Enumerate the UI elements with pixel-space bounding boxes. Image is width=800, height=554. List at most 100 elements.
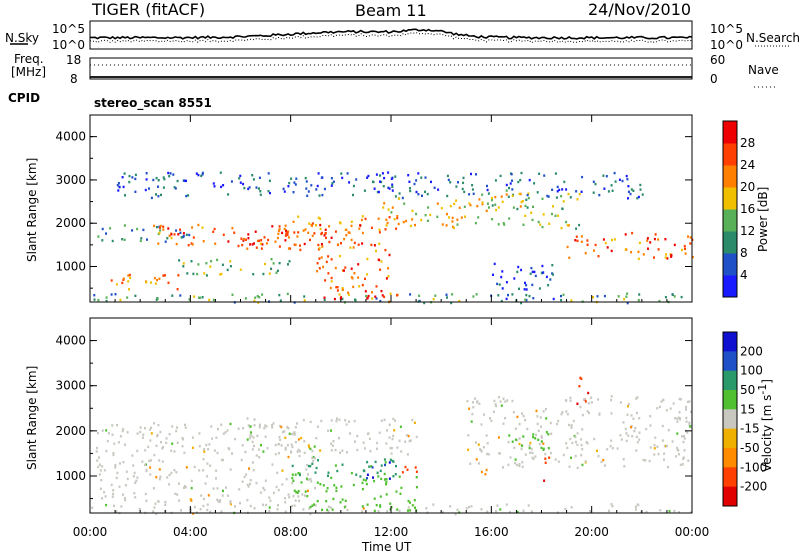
x-tick-label-5: 20:00 <box>574 525 609 539</box>
freq-label-1: Freq. <box>14 52 44 66</box>
freq-panel-frame <box>89 57 693 80</box>
x-axis-label: Time UT <box>362 540 412 554</box>
power-colorbar-segment-2 <box>723 231 737 254</box>
power-colorbar-tick-6: 28 <box>740 136 755 150</box>
freq-left-tick-top: 18 <box>66 53 82 67</box>
nsky-left-tick-bottom: 10^0 <box>52 38 85 52</box>
power-colorbar-tick-5: 24 <box>740 158 755 172</box>
velocity-echo-band-0 <box>91 503 693 516</box>
velocity-echo-band-4 <box>291 458 397 478</box>
velocity-echo-band-9 <box>576 376 590 405</box>
nsky-right-tick-bottom: 10^0 <box>710 38 743 52</box>
velocity-panel-frame <box>89 317 693 514</box>
velocity-ytick-label-2: 3000 <box>55 379 86 393</box>
freq-right-tick-bottom: 0 <box>710 72 718 86</box>
power-colorbar-tick-4: 20 <box>740 180 755 194</box>
velocity-colorbar-tick-6: -100 <box>740 460 767 474</box>
freq-left-tick-bottom: 8 <box>70 72 78 86</box>
power-ytick-label-3: 4000 <box>55 130 86 144</box>
freq-label-2: [MHz] <box>11 65 47 79</box>
velocity-echo-band-10 <box>466 395 693 470</box>
velocity-colorbar-tick-3: 15 <box>740 402 755 416</box>
power-colorbar-segment-0 <box>723 275 737 298</box>
velocity-colorbar-segment-3 <box>723 390 737 410</box>
velocity-colorbar-segment-7 <box>723 467 737 488</box>
velocity-colorbar-tick-0: 200 <box>740 344 763 358</box>
x-tick-label-3: 12:00 <box>374 525 409 539</box>
power-colorbar-tick-3: 16 <box>740 202 755 216</box>
power-colorbar-segment-1 <box>723 253 737 276</box>
x-tick-label-1: 04:00 <box>173 525 208 539</box>
power-colorbar-segment-3 <box>723 209 737 232</box>
power-echo-band-3 <box>241 228 327 252</box>
velocity-colorbar-segment-6 <box>723 448 737 468</box>
velocity-echo-band-5 <box>366 461 391 480</box>
velocity-echo-band-1 <box>95 422 318 506</box>
velocity-colorbar-segment-0 <box>723 332 737 352</box>
velocity-colorbar-tick-2: 50 <box>740 383 755 397</box>
velocity-colorbar-tick-5: -50 <box>740 441 760 455</box>
power-echo-layer <box>93 171 694 305</box>
power-colorbar-tick-2: 12 <box>740 224 755 238</box>
x-tick-label-6: 00:00 <box>675 525 710 539</box>
cpid-value: stereo_scan 8551 <box>94 96 212 110</box>
velocity-colorbar-tick-4: -15 <box>740 422 760 436</box>
power-ytick-label-1: 2000 <box>55 216 86 230</box>
power-echo-band-12 <box>492 262 555 303</box>
velocity-echo-band-2 <box>241 417 418 456</box>
power-colorbar-tick-0: 4 <box>740 268 748 282</box>
cpid-label: CPID <box>8 91 41 105</box>
velocity-ytick-label-0: 1000 <box>55 469 86 483</box>
power-echo-band-0 <box>93 292 683 305</box>
velocity-colorbar-segment-1 <box>723 351 737 372</box>
velocity-colorbar-frame <box>722 331 738 507</box>
power-colorbar-segment-6 <box>723 143 737 166</box>
velocity-echo-layer <box>91 376 693 516</box>
power-echo-band-1 <box>97 224 191 243</box>
x-tick-label-2: 08:00 <box>273 525 308 539</box>
x-tick-label-0: 00:00 <box>73 525 108 539</box>
power-colorbar-segment-4 <box>723 187 737 210</box>
velocity-echo-band-11 <box>508 431 550 450</box>
velocity-ytick-label-3: 4000 <box>55 334 86 348</box>
radar-title: TIGER (fitACF) <box>92 0 206 19</box>
velocity-echo-band-6 <box>401 465 418 474</box>
nsearch-series <box>89 31 693 44</box>
velocity-colorbar-tick-1: 100 <box>740 364 763 378</box>
power-echo-band-4 <box>292 215 399 235</box>
power-colorbar-tick-1: 8 <box>740 246 748 260</box>
velocity-colorbar-segment-2 <box>723 370 737 391</box>
nsky-label: N.Sky <box>5 31 40 45</box>
velocity-colorbar-segment-8 <box>723 486 737 507</box>
power-echo-band-7 <box>178 258 291 277</box>
power-colorbar-frame <box>722 120 738 298</box>
nsky-right-tick-top: 10^5 <box>710 22 743 36</box>
freq-right-tick-top: 60 <box>710 53 726 67</box>
power-echo-band-8 <box>316 240 391 294</box>
power-echo-band-5 <box>382 197 481 230</box>
power-echo-band-11 <box>566 231 694 260</box>
power-ytick-label-2: 3000 <box>55 173 86 187</box>
nsky-series <box>90 28 693 40</box>
nsearch-label: N.Search <box>746 31 800 45</box>
power-echo-band-2 <box>153 223 362 248</box>
velocity-colorbar-tick-7: -200 <box>740 480 767 494</box>
power-echo-band-13 <box>116 171 644 200</box>
power-echo-band-10 <box>481 189 581 230</box>
date-label: 24/Nov/2010 <box>588 0 692 19</box>
velocity-ytick-label-1: 2000 <box>55 424 86 438</box>
nave-label: Nave <box>748 63 779 77</box>
power-panel-frame <box>89 114 693 303</box>
power-echo-band-6 <box>110 273 180 291</box>
x-tick-label-4: 16:00 <box>474 525 509 539</box>
velocity-echo-band-8 <box>543 456 551 482</box>
power-ytick-label-0: 1000 <box>55 260 86 274</box>
velocity-echo-band-7 <box>475 458 488 476</box>
power-colorbar-segment-5 <box>723 165 737 188</box>
power-colorbar-segment-7 <box>723 121 737 144</box>
beam-label: Beam 11 <box>355 1 427 20</box>
nsky-panel-frame <box>89 20 693 50</box>
velocity-colorbar-segment-5 <box>723 428 737 449</box>
velocity-colorbar-segment-4 <box>723 409 737 430</box>
